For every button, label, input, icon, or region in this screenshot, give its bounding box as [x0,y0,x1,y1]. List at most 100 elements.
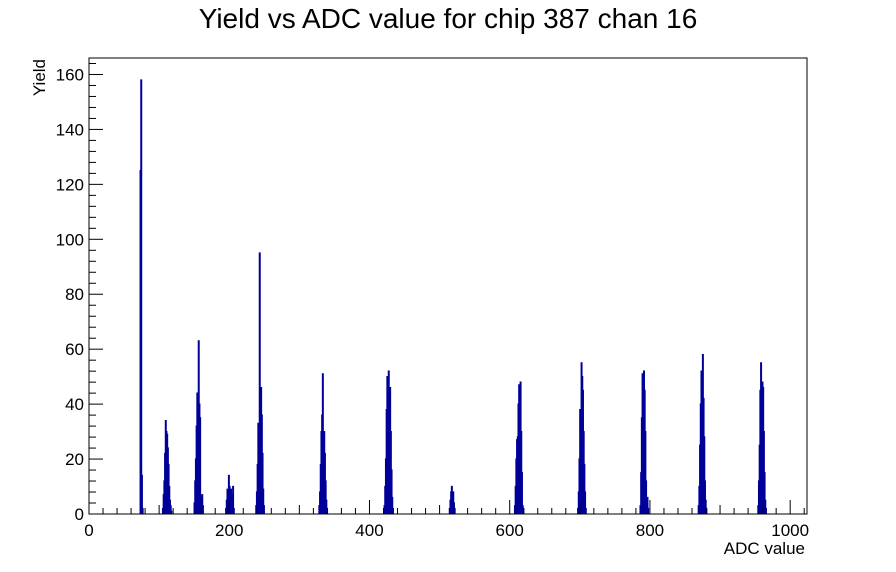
histogram-bin [326,500,327,514]
histogram-bin [647,497,648,514]
histogram-bin [225,508,227,514]
histogram-bin [321,415,323,514]
y-tick-label: 0 [75,505,84,524]
histogram-bin [519,387,521,514]
x-tick-label: 200 [215,521,243,540]
histogram-bin [318,505,320,514]
histogram-bin [640,505,641,514]
histogram-bin [260,387,262,514]
histogram-bin [323,437,324,514]
histogram-bin [201,494,203,514]
histogram-bin [450,500,451,514]
histogram-bin [164,453,166,514]
histogram-bin [389,404,390,514]
plot-frame [88,57,808,515]
histogram-bin [518,384,520,514]
histogram-bin [196,426,197,514]
histogram-bin [195,459,197,514]
x-axis-ticks: 0 200 400 600 800 1000 [84,500,809,540]
x-tick-label: 1000 [771,521,809,540]
x-tick-label: 800 [636,521,664,540]
histogram-bin [521,472,523,514]
histogram-bin [231,503,233,514]
histogram-bin [698,505,700,514]
histogram-bin [761,395,763,514]
chart-title: Yield vs ADC value for chip 387 chan 16 [199,3,698,34]
histogram-bin [202,505,204,514]
histogram-bin [763,431,765,514]
histogram-bin [259,253,261,515]
histogram-bin [260,404,261,514]
histogram-bin [705,500,707,514]
histogram-bin [262,489,264,514]
histogram-bin [262,453,263,514]
histogram-bin [579,409,581,514]
histogram-bin [321,431,322,514]
histogram-bin [516,439,518,514]
histogram-bin [197,409,199,514]
histogram-bin [384,486,386,514]
histogram-bin [580,431,582,514]
histogram-bin [320,464,322,514]
histogram-bin [701,395,703,514]
histogram-bin [389,387,391,514]
histogram-bin [384,505,385,514]
histogram-bin [194,481,196,514]
histogram-bin [261,415,263,514]
histogram-bin [582,390,584,514]
histogram-bin [520,382,521,514]
histogram-bin [585,508,587,514]
histogram-bin [201,500,202,514]
histogram-bin [168,486,170,514]
histogram-bin [168,464,169,514]
histogram-bin [645,431,646,514]
histogram-bin [319,492,321,514]
histogram-bin [387,376,388,514]
histogram-bin [581,362,582,514]
histogram-bin [584,492,586,514]
histogram-bin [643,371,645,514]
histogram-bin [229,497,231,514]
histogram-bin [701,371,702,514]
histogram-bin [583,431,585,514]
histogram-bin [760,390,761,514]
histogram-bin [390,431,392,514]
histogram-bin [166,434,168,514]
histogram-bin [516,459,517,514]
histogram-bin [142,508,143,514]
histogram-bin [452,497,453,514]
histogram-bin [700,404,702,514]
histogram-bin [325,481,326,514]
histogram-bin [391,497,393,514]
histogram-bin [194,503,195,514]
histogram-bin [141,475,143,514]
histogram-bin [517,437,519,514]
histogram-bin [233,508,235,514]
histogram-bin [578,492,580,514]
histogram-bin [167,448,169,514]
histogram-bin [166,431,167,514]
histogram-bin [228,475,230,514]
histogram-bin [140,170,141,514]
histogram-bin [702,354,704,514]
histogram-bin [452,492,454,514]
histogram-bin [227,489,228,514]
x-tick-label: 0 [84,521,93,540]
y-tick-label: 20 [65,450,84,469]
histogram-bin [454,508,456,514]
histogram-bin [762,382,763,514]
plot-area [139,79,767,515]
histogram-bin [584,464,585,514]
y-axis-ticks: 0 20 40 60 80 100 120 140 160 [56,62,103,524]
histogram-bin [758,481,760,514]
histogram-bin [699,445,701,514]
histogram-bin [170,505,172,514]
histogram-bin [232,486,234,514]
histogram-bin [520,431,522,514]
histogram-bin [644,390,646,514]
histogram-bin [199,417,201,514]
y-tick-label: 100 [56,230,84,249]
histogram-bin [765,508,767,514]
histogram-bin [230,489,232,514]
histogram-bin [200,497,202,514]
